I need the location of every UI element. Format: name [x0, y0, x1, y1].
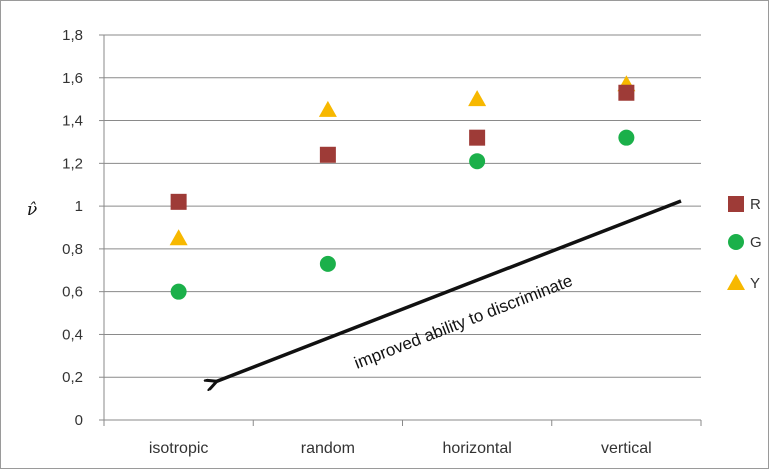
annotation-arrow	[215, 199, 682, 382]
x-category-label: horizontal	[442, 440, 511, 457]
data-point-g	[319, 255, 336, 272]
legend-marker-g	[728, 234, 744, 250]
y-tick-label: 0,2	[62, 369, 83, 386]
axes	[99, 34, 702, 426]
y-tick-label: 0,4	[62, 326, 83, 343]
data-point-r	[170, 193, 187, 210]
data-points	[169, 75, 636, 300]
legend-marker-r	[728, 196, 744, 212]
y-tick-label: 1	[75, 198, 83, 215]
x-category-labels: isotropic random horizontal vertical	[149, 440, 652, 457]
data-point-y	[468, 90, 487, 107]
legend-label-y: Y	[750, 275, 760, 292]
legend-marker-y	[727, 274, 745, 290]
y-tick-label: 0,6	[62, 284, 83, 301]
y-tick-label: 1,2	[62, 155, 83, 172]
data-point-g	[618, 129, 635, 146]
legend: R G Y	[727, 196, 762, 292]
data-point-r	[469, 129, 486, 146]
y-tick-label: 1,4	[62, 113, 83, 130]
legend-label-g: G	[750, 234, 762, 251]
y-tick-label: 1,8	[62, 27, 83, 44]
data-point-r	[319, 146, 336, 163]
data-point-g	[469, 153, 486, 170]
x-category-label: vertical	[601, 440, 652, 457]
y-tick-label: 1,6	[62, 70, 83, 87]
legend-label-r: R	[750, 196, 761, 213]
y-axis-label: ν̂	[27, 200, 37, 220]
data-point-y	[169, 229, 188, 246]
y-tick-labels: 0 0,2 0,4 0,6 0,8 1 1,2 1,4 1,6 1,8	[62, 27, 83, 429]
x-category-label: isotropic	[149, 440, 209, 457]
data-point-g	[170, 283, 187, 300]
data-point-y	[318, 100, 337, 117]
x-category-label: random	[301, 440, 355, 457]
gridlines	[104, 34, 701, 378]
y-tick-label: 0	[75, 412, 83, 429]
data-point-r	[618, 84, 635, 101]
y-tick-label: 0,8	[62, 241, 83, 258]
